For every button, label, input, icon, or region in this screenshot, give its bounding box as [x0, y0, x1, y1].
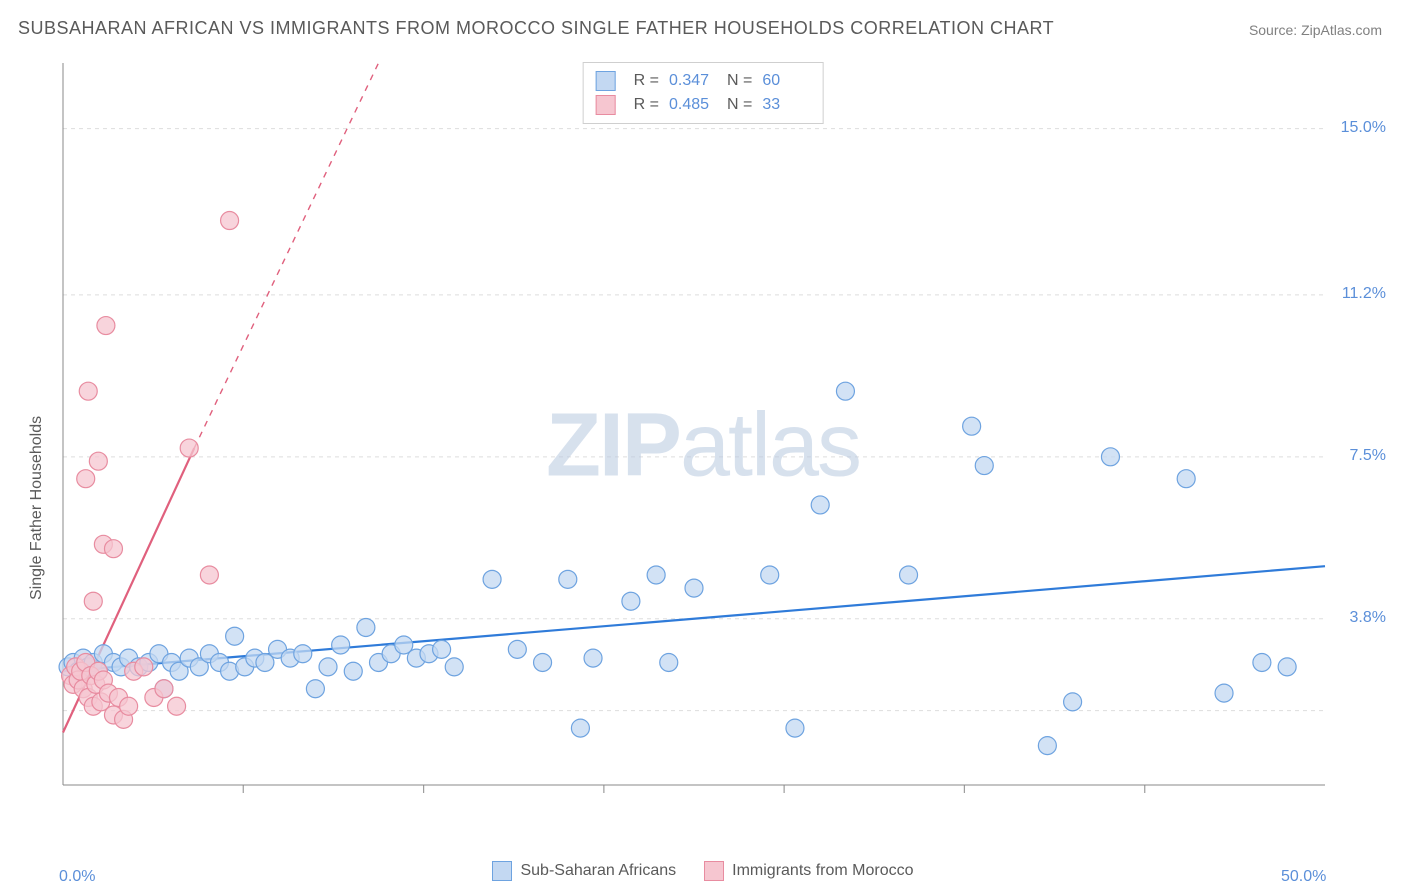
n-value: 33	[762, 96, 810, 114]
y-tick-label: 3.8%	[1350, 609, 1386, 627]
legend-item: Sub-Saharan Africans	[492, 861, 676, 881]
y-tick-label: 11.2%	[1342, 285, 1386, 303]
correlation-legend-row: R = 0.347 N = 60	[596, 69, 811, 93]
n-label: N =	[727, 96, 752, 114]
source-label: Source: ZipAtlas.com	[1249, 22, 1382, 38]
n-value: 60	[762, 72, 810, 90]
legend-swatch	[596, 71, 616, 91]
x-tick-label: 50.0%	[1281, 868, 1326, 886]
legend-item: Immigrants from Morocco	[704, 861, 913, 881]
scatter-chart	[55, 55, 1385, 815]
r-value: 0.485	[669, 96, 717, 114]
legend-label: Sub-Saharan Africans	[520, 862, 676, 880]
correlation-legend-row: R = 0.485 N = 33	[596, 93, 811, 117]
correlation-legend: R = 0.347 N = 60 R = 0.485 N = 33	[583, 62, 824, 124]
y-axis-label: Single Father Households	[28, 416, 46, 600]
r-label: R =	[634, 72, 659, 90]
chart-title: SUBSAHARAN AFRICAN VS IMMIGRANTS FROM MO…	[18, 18, 1054, 39]
series-legend: Sub-Saharan Africans Immigrants from Moro…	[0, 861, 1406, 886]
x-tick-label: 0.0%	[59, 868, 95, 886]
n-label: N =	[727, 72, 752, 90]
legend-swatch	[596, 95, 616, 115]
legend-swatch	[492, 861, 512, 881]
y-tick-label: 7.5%	[1350, 447, 1386, 465]
y-tick-label: 15.0%	[1341, 119, 1386, 137]
chart-container: SUBSAHARAN AFRICAN VS IMMIGRANTS FROM MO…	[0, 0, 1406, 892]
legend-swatch	[704, 861, 724, 881]
legend-label: Immigrants from Morocco	[732, 862, 913, 880]
r-label: R =	[634, 96, 659, 114]
r-value: 0.347	[669, 72, 717, 90]
